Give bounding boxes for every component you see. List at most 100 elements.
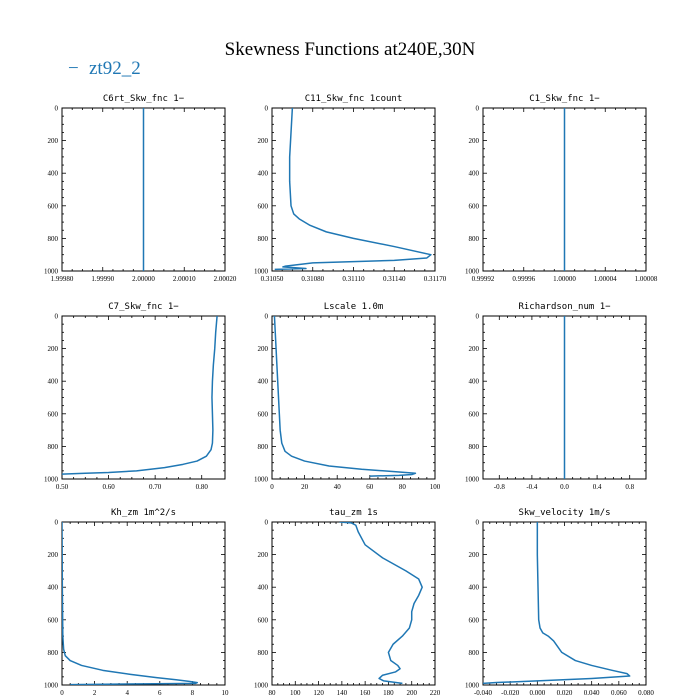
y-tick-label: 400 [469,584,480,592]
x-tick-label: 0.99992 [472,275,495,283]
y-tick-label: 400 [258,378,269,386]
panel-title: Skw_velocity 1m/s [518,508,610,518]
y-tick-label: 200 [48,137,59,145]
x-tick-label: 0.31170 [424,275,447,283]
x-tick-label: 6 [158,689,162,697]
y-tick-label: 1000 [44,268,59,276]
x-tick-label: 0 [270,483,274,491]
x-tick-label: 200 [406,689,417,697]
x-tick-label: 0.0 [560,483,569,491]
x-tick-label: 80 [269,689,277,697]
y-tick-label: 400 [48,170,59,178]
panel-title: C11_Skw_fnc 1count [305,94,403,104]
y-tick-label: 1000 [465,268,480,276]
y-tick-label: 600 [469,616,480,624]
y-tick-label: 800 [469,235,480,243]
y-tick-label: 0 [476,313,480,321]
y-tick-label: 800 [469,443,480,451]
legend-label: zt92_2 [89,58,141,79]
y-tick-label: 600 [469,202,480,210]
y-tick-label: 0 [55,313,59,321]
y-tick-label: 800 [48,443,59,451]
y-tick-label: 800 [258,649,269,657]
series-line [339,522,423,685]
y-tick-label: 0 [265,105,269,113]
y-tick-label: 800 [258,443,269,451]
x-tick-label: -0.8 [494,483,506,491]
plot-frame [271,315,436,480]
x-tick-label: 180 [383,689,394,697]
x-tick-label: -0.4 [526,483,538,491]
y-tick-label: 600 [48,616,59,624]
x-tick-label: 20 [301,483,309,491]
y-tick-label: 1000 [44,682,59,690]
x-tick-label: 0.080 [638,689,654,697]
y-tick-label: 400 [48,378,59,386]
x-tick-label: 0.31110 [342,275,365,283]
y-tick-label: 200 [258,137,269,145]
panel-title: Richardson_num 1− [518,302,611,312]
y-tick-label: 600 [469,410,480,418]
x-tick-label: 0.000 [529,689,545,697]
y-tick-label: 0 [55,105,59,113]
y-tick-label: 1000 [254,682,269,690]
x-tick-label: 60 [366,483,374,491]
y-tick-label: 600 [258,410,269,418]
y-tick-label: 800 [469,649,480,657]
series-line [483,522,631,685]
y-tick-label: 600 [48,410,59,418]
panel-title: C1_Skw_fnc 1− [529,94,600,104]
x-tick-label: 100 [430,483,441,491]
y-tick-label: 800 [258,235,269,243]
y-tick-label: 0 [476,519,480,527]
y-tick-label: 600 [258,202,269,210]
x-tick-label: 0.70 [149,483,162,491]
figure-title: Skewness Functions at240E,30N [225,39,476,60]
x-tick-label: 1.00008 [635,275,658,283]
x-tick-label: 100 [290,689,301,697]
x-tick-label: 0.80 [196,483,209,491]
x-tick-label: 2 [93,689,97,697]
x-tick-label: 80 [399,483,407,491]
x-tick-label: 0.99996 [512,275,535,283]
plot-frame [61,315,226,480]
x-tick-label: 40 [334,483,342,491]
series-line [273,316,417,477]
y-tick-label: 600 [48,202,59,210]
panel-title: C6rt_Skw_fnc 1− [103,94,185,104]
plot-frame [271,107,436,272]
y-tick-label: 800 [48,235,59,243]
legend: − zt92_2 [68,58,141,79]
panel-8: Skw_velocity 1m/s 0 200 400 600 800 1000-0.040… [465,508,654,697]
x-tick-label: 2.00000 [132,275,155,283]
y-tick-label: 200 [258,345,269,353]
x-tick-label: 0 [60,689,64,697]
y-tick-label: 0 [476,105,480,113]
x-tick-label: 160 [360,689,371,697]
x-tick-label: 0.50 [56,483,69,491]
plot-frame [61,521,226,686]
y-tick-label: 0 [265,313,269,321]
y-tick-label: 400 [48,584,59,592]
y-tick-label: 1000 [254,268,269,276]
y-tick-label: 0 [265,519,269,527]
x-tick-label: 0.31050 [261,275,284,283]
y-tick-label: 400 [258,170,269,178]
legend-dash: − [68,58,79,79]
x-tick-label: 0.60 [102,483,115,491]
x-tick-label: 4 [125,689,129,697]
series-line [62,522,199,685]
y-tick-label: 1000 [254,476,269,484]
x-tick-label: -0.020 [501,689,520,697]
x-tick-label: 0.8 [625,483,634,491]
y-tick-label: 200 [48,551,59,559]
panel-5: Richardson_num 1− 0 200 400 600 800 1000 -0.8 -0… [465,302,647,491]
y-tick-label: 400 [469,378,480,386]
